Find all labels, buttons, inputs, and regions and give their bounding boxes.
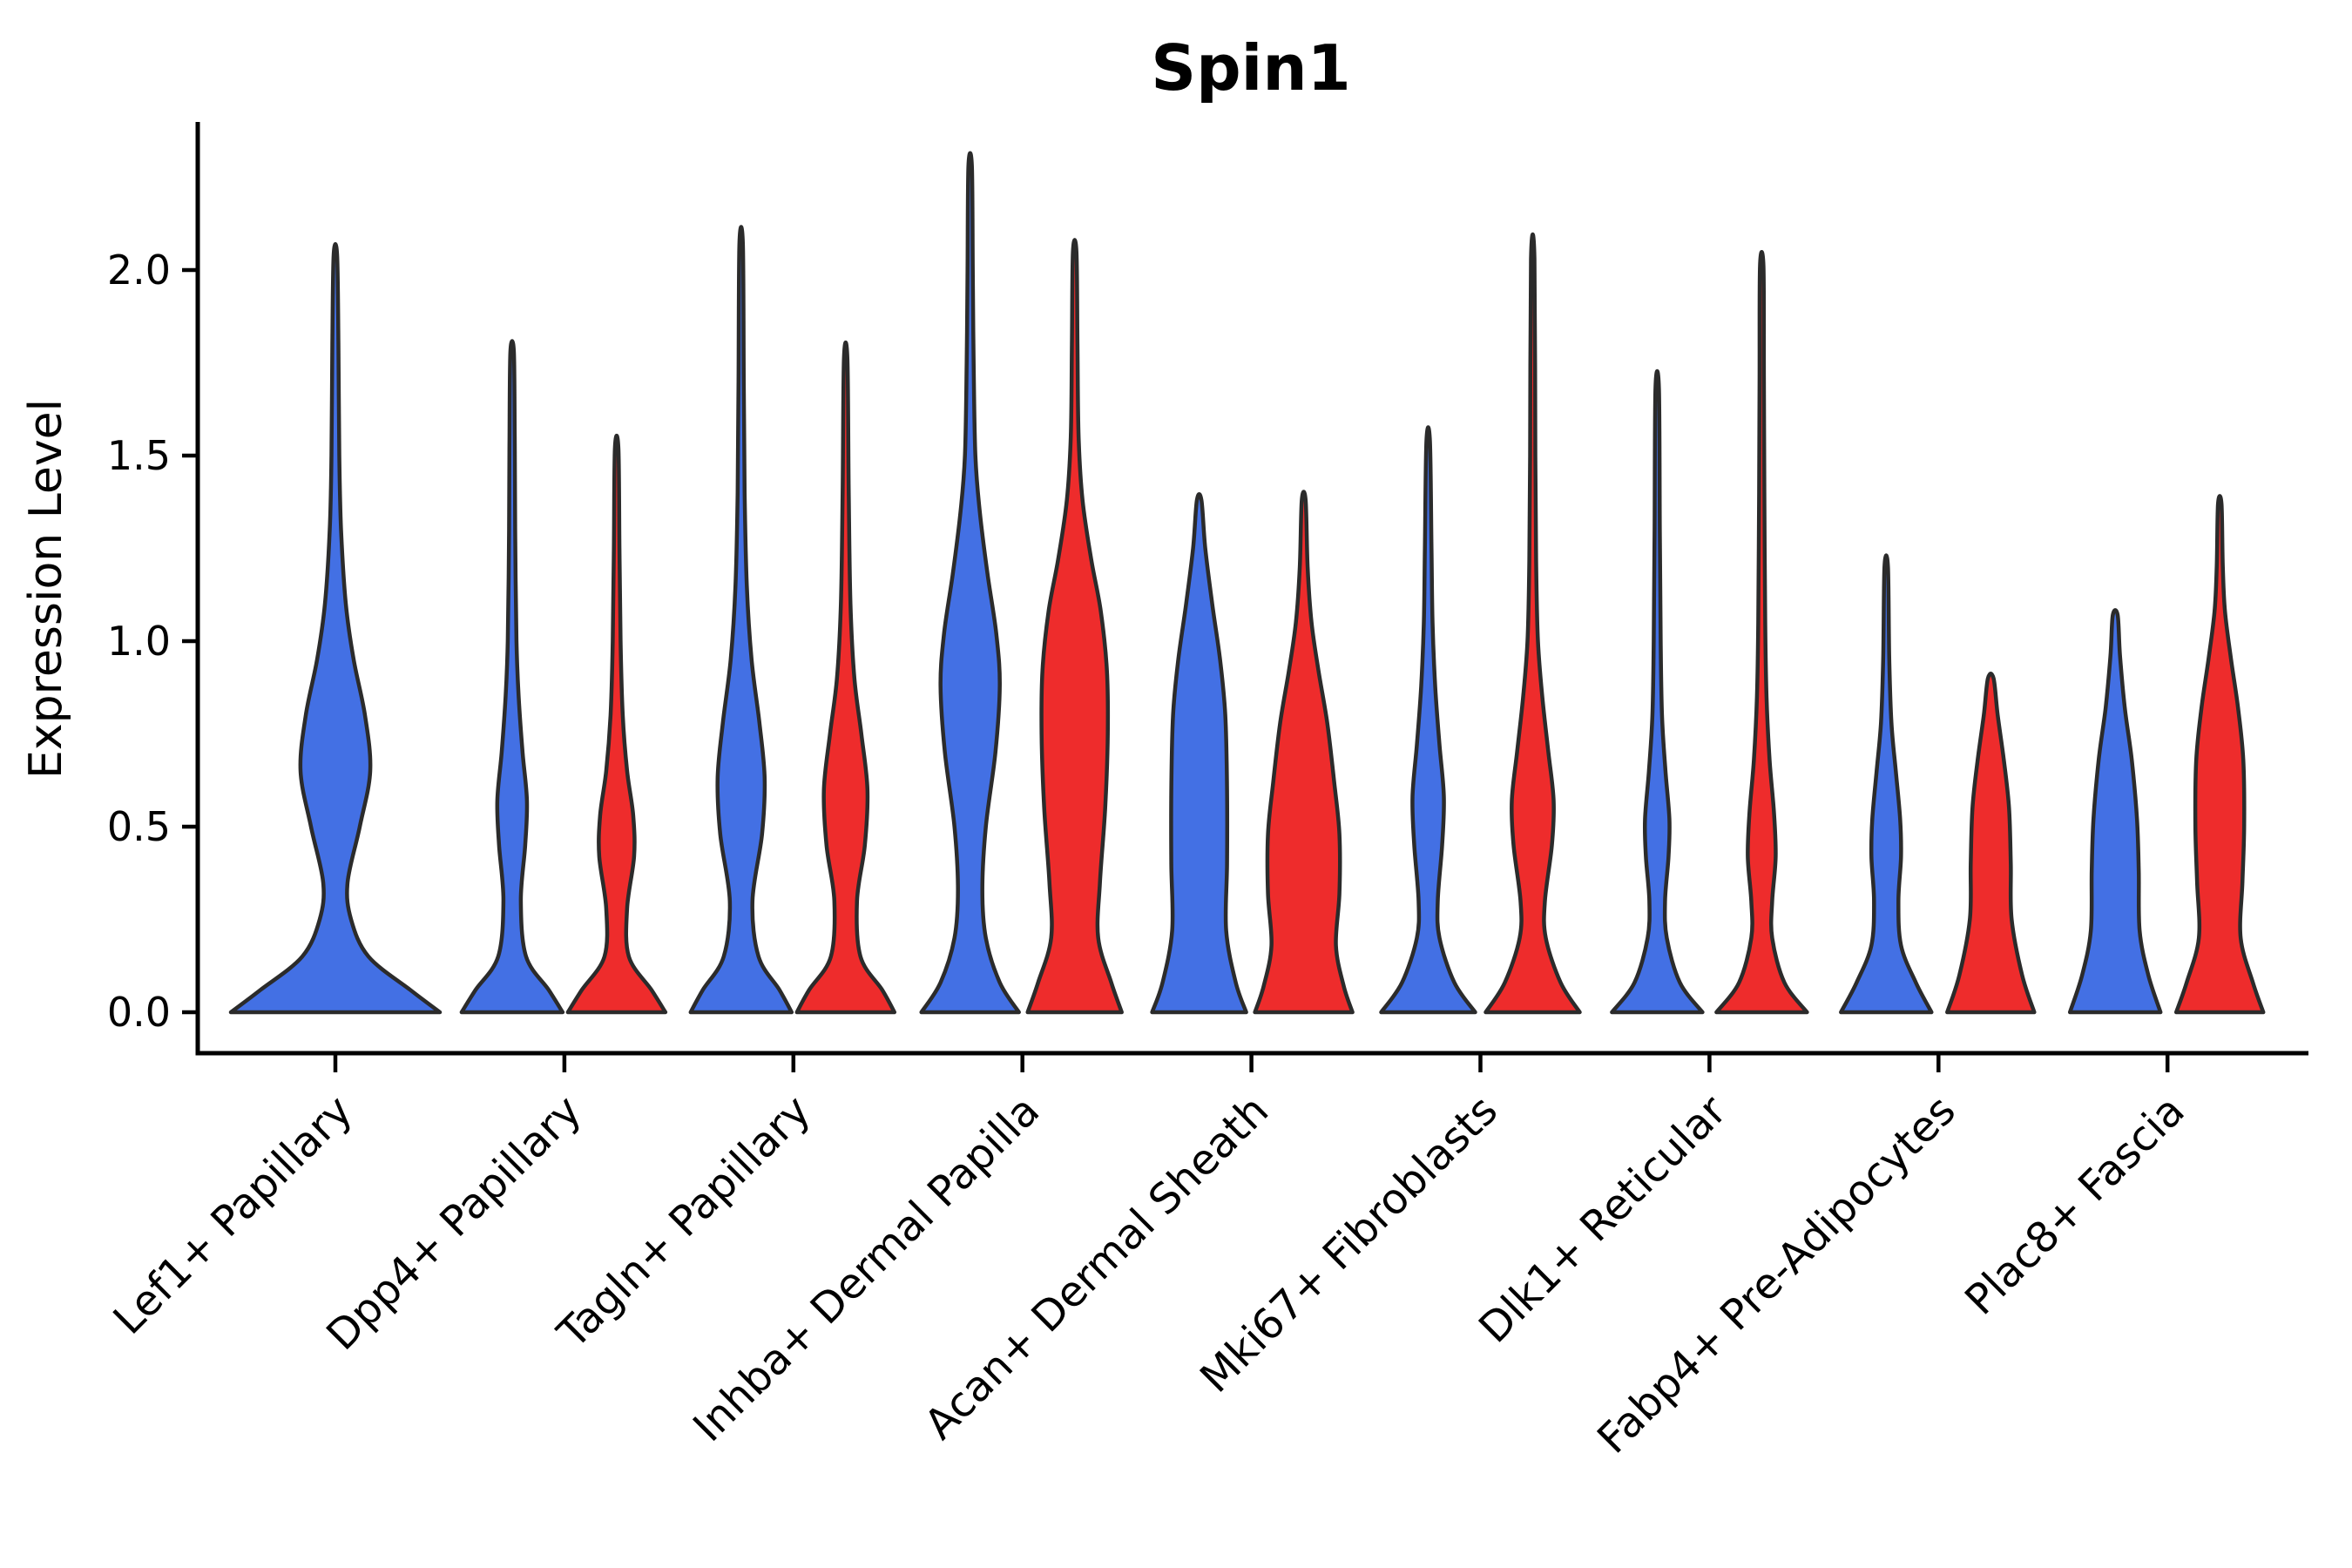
- chart-title: Spin1: [1151, 31, 1350, 105]
- violin-mki67-blue: [1379, 425, 1477, 1015]
- violin-fabp4-blue: [1839, 553, 1934, 1015]
- violin-lef1-blue: [228, 241, 443, 1015]
- y-axis-label: Expression Level: [20, 399, 72, 779]
- violin-plac8-blue: [2067, 608, 2163, 1015]
- x-axis-ticks: [333, 1053, 2170, 1072]
- y-axis-ticks: 0.0 0.5 1.0 1.5 2.0: [107, 247, 198, 1036]
- violin-plac8-red: [2173, 494, 2266, 1015]
- violin-inhba-red: [1025, 238, 1124, 1015]
- y-tick-label: 1.0: [107, 618, 171, 665]
- violins-layer: [228, 151, 2266, 1015]
- y-tick-label: 1.5: [107, 432, 171, 479]
- violin-mki67-red: [1484, 233, 1582, 1015]
- violin-inhba-blue: [919, 151, 1021, 1015]
- y-tick-label: 0.0: [107, 989, 171, 1036]
- violin-dlk1-blue: [1610, 368, 1705, 1015]
- violin-dpp4-blue: [459, 339, 565, 1015]
- violin-dpp4-red: [565, 433, 668, 1015]
- violin-acan-red: [1253, 490, 1355, 1015]
- violin-fabp4-red: [1945, 672, 2037, 1015]
- violin-dlk1-red: [1714, 249, 1809, 1015]
- axis-spines: [195, 122, 2308, 1056]
- y-tick-label: 0.5: [107, 803, 171, 850]
- violin-tagln-red: [794, 340, 897, 1015]
- violin-acan-blue: [1150, 491, 1248, 1015]
- violin-tagln-blue: [688, 225, 794, 1015]
- y-tick-label: 2.0: [107, 247, 171, 294]
